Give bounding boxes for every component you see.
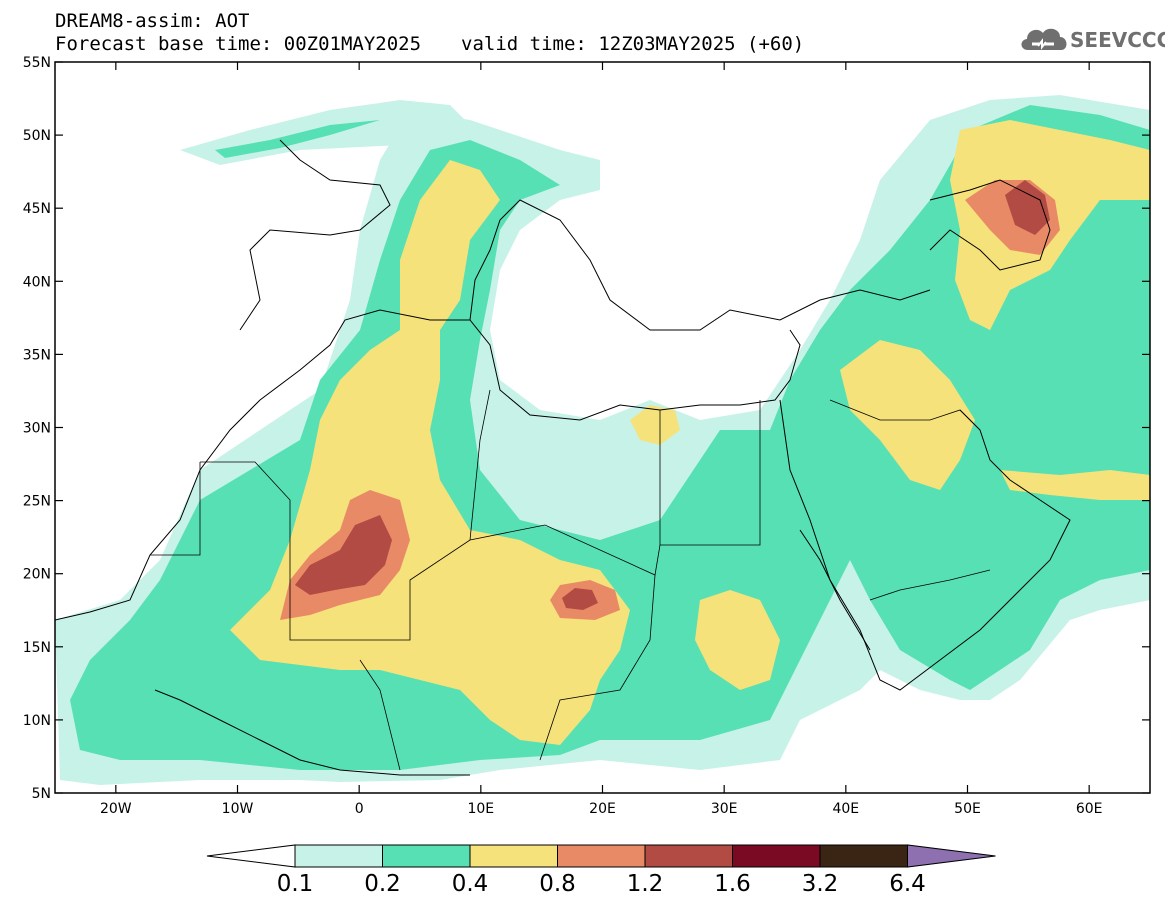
borders — [150, 389, 991, 771]
cloud-icon — [1021, 28, 1067, 50]
colorbar-label: 0.4 — [452, 871, 489, 897]
colorbar-box — [819, 844, 908, 868]
lon-axis: 20W 10W 0 10E 20E 30E 40E 50E 60E — [100, 62, 1103, 817]
contour-1.2-e2 — [1005, 180, 1050, 235]
seevccc-logo: SEEVCCC — [1018, 22, 1165, 58]
lat-tick-label: 15N — [23, 640, 51, 656]
lat-tick-label: 50N — [23, 128, 51, 144]
lon-tick-label: 20E — [589, 801, 616, 817]
colorbar-label: 0.1 — [277, 871, 314, 897]
lon-tick-label: 20W — [100, 801, 132, 817]
colorbar-box — [557, 844, 646, 868]
colorbar-box — [732, 844, 821, 868]
colorbar-box — [382, 844, 471, 868]
colorbar-label: 3.2 — [802, 871, 839, 897]
colorbar-label: 0.2 — [364, 871, 401, 897]
colorbar-box — [644, 844, 733, 868]
aot-contours — [55, 95, 1150, 785]
lat-axis: 5N 10N 15N 20N 25N 30N 35N 40N 45N 50N 55N — [23, 55, 1150, 802]
coastlines — [55, 139, 1071, 776]
lat-tick-label: 40N — [23, 274, 51, 290]
contour-0.4-e5 — [630, 405, 680, 445]
lat-tick-label: 10N — [23, 713, 51, 729]
colorbar-label: 0.8 — [539, 871, 576, 897]
base-time: Forecast base time: 00Z01MAY2025 — [55, 33, 422, 55]
valid-time: valid time: 12Z03MAY2025 (+60) — [461, 33, 805, 55]
lon-tick-label: 40E — [832, 801, 859, 817]
lat-tick-label: 30N — [23, 421, 51, 437]
colorbar-label: 1.2 — [627, 871, 664, 897]
forecast-times: Forecast base time: 00Z01MAY2025 valid ti… — [55, 33, 804, 55]
lat-tick-label: 20N — [23, 567, 51, 583]
contour-1.2-e1 — [562, 588, 598, 610]
map-title: DREAM8-assim: AOT — [55, 10, 250, 32]
colorbar-under-triangle — [206, 844, 296, 868]
lat-tick-label: 45N — [23, 201, 51, 217]
logo-text: SEEVCCC — [1070, 28, 1165, 52]
contour-0.4-e1 — [695, 590, 780, 690]
colorbar-label: 1.6 — [714, 871, 751, 897]
lon-tick-label: 10W — [222, 801, 254, 817]
colorbar-box — [469, 844, 558, 868]
lon-tick-label: 50E — [954, 801, 981, 817]
lon-tick-label: 0 — [355, 801, 364, 817]
contour-0.2-north — [215, 120, 380, 158]
colorbar-over-triangle — [907, 844, 996, 868]
colorbar-box — [294, 844, 383, 868]
contour-1.2 — [295, 515, 392, 595]
lat-tick-label: 35N — [23, 347, 51, 363]
contour-0.4-e4 — [1000, 470, 1150, 500]
lon-tick-label: 10E — [467, 801, 494, 817]
contour-0.4-e2 — [840, 340, 975, 490]
lat-tick-label: 5N — [32, 786, 51, 802]
lon-tick-label: 30E — [711, 801, 738, 817]
colorbar-label: 6.4 — [889, 871, 926, 897]
lon-tick-label: 60E — [1076, 801, 1103, 817]
lat-tick-label: 25N — [23, 494, 51, 510]
lat-tick-label: 55N — [23, 55, 51, 71]
